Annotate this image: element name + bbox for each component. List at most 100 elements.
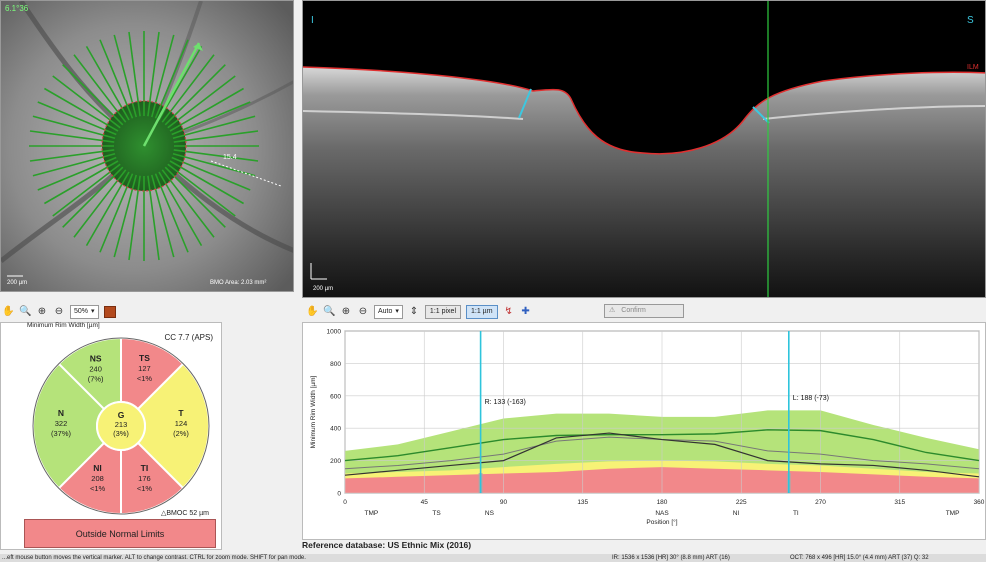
radial-scan-lines xyxy=(29,31,259,261)
x-tick-label: 360 xyxy=(974,499,985,506)
oct-toolbar: ✋ 🔍 ⊕ ⊖ Auto ▾ ⇕ 1:1 pixel 1:1 µm ↯ ✚ xyxy=(306,304,532,320)
sector-global[interactable] xyxy=(96,401,146,451)
sector-axis-label: NAS xyxy=(655,510,669,517)
scan-ray xyxy=(167,163,236,217)
x-tick-label: 135 xyxy=(577,499,588,506)
zoom-icon[interactable]: 🔍 xyxy=(323,306,336,317)
x-tick-label: 315 xyxy=(894,499,905,506)
scan-ray xyxy=(44,160,119,205)
sector-axis-label: TMP xyxy=(946,510,960,517)
confirm-label: Confirm xyxy=(621,307,646,314)
sector-ts-text: <1% xyxy=(137,374,153,383)
bmo-delta-label: △BMOC 52 µm xyxy=(161,510,209,517)
zoom-in-icon[interactable]: ⊕ xyxy=(37,306,47,317)
selected-scan-line[interactable] xyxy=(142,42,201,147)
oct-zoom-value: Auto xyxy=(378,308,393,315)
zoom-out-icon[interactable]: ⊖ xyxy=(358,306,368,317)
edit-segmentation-icon[interactable]: ↯ xyxy=(504,306,513,317)
one-to-one-pixel-button[interactable]: 1:1 pixel xyxy=(424,305,461,319)
bmo-contour xyxy=(101,100,187,192)
oct-zoom-select[interactable]: Auto ▾ xyxy=(374,305,403,319)
sector-ni-text: NI xyxy=(93,463,102,473)
sector-n-text: (37%) xyxy=(51,429,72,438)
scan-ray xyxy=(29,149,115,162)
sector-n-text: 322 xyxy=(55,419,68,428)
fundus-scale-bar: 200 µm xyxy=(7,280,27,286)
ilm-line xyxy=(303,66,985,155)
scan-ray xyxy=(62,64,124,126)
confirm-button[interactable]: ⚠ Confirm xyxy=(604,304,684,318)
scan-ray xyxy=(173,149,259,162)
reference-database-label: Reference database: US Ethnic Mix (2016) xyxy=(302,540,472,550)
scan-ray xyxy=(52,75,121,129)
x-tick-label: 180 xyxy=(657,499,668,506)
sector-ts-text: 127 xyxy=(138,364,151,373)
y-tick-label: 200 xyxy=(330,458,341,465)
sector-pie-chart: NS240(7%)TS127<1%T124(2%)TI176<1%NI208<1… xyxy=(32,336,210,516)
fundus-zoom-select[interactable]: 50% ▾ xyxy=(70,305,99,319)
reference-mean-line xyxy=(344,429,980,462)
retina-tissue xyxy=(303,67,985,297)
scan-ray xyxy=(150,174,175,258)
y-tick-label: 800 xyxy=(330,361,341,368)
y-tick-label: 400 xyxy=(330,426,341,433)
bmo-marker-right xyxy=(752,106,770,124)
scan-ray xyxy=(169,160,244,205)
oct-bscan-image: I S ILM 200 µm xyxy=(303,1,985,297)
rim-width-graph[interactable]: 0 200 400 600 800 1000 0 45 90 135 180 225 270 315 360… xyxy=(303,323,986,541)
scan-ray xyxy=(32,152,116,177)
fundus-toolbar: ✋ 🔍 ⊕ ⊖ 50% ▾ xyxy=(2,304,116,320)
y-tick-label: 600 xyxy=(330,393,341,400)
x-tick-label: 90 xyxy=(500,499,508,506)
x-axis-label: Position [°] xyxy=(646,518,677,526)
sector-global-text: 213 xyxy=(115,420,128,429)
sector-t-text: T xyxy=(178,408,184,418)
fundus-image: 6.1°36 15.4 200 µm BMO Area: 2.03 mm² xyxy=(1,1,293,291)
sector-axis-label: NS xyxy=(485,510,495,517)
x-tick-label: 225 xyxy=(736,499,747,506)
one-to-one-um-button[interactable]: 1:1 µm xyxy=(466,305,498,319)
y-tick-label: 1000 xyxy=(327,329,342,336)
rim-width-graph-panel[interactable]: 0 200 400 600 800 1000 0 45 90 135 180 225 270 315 360… xyxy=(302,322,986,540)
x-tick-label: 270 xyxy=(815,499,826,506)
zoom-out-icon[interactable]: ⊖ xyxy=(54,306,64,317)
sector-ni-text: <1% xyxy=(90,484,106,493)
bmo-marker-left xyxy=(518,88,532,119)
scan-ray xyxy=(171,101,251,136)
chevron-down-icon: ▾ xyxy=(91,308,95,315)
sector-t-text: (2%) xyxy=(173,429,189,438)
zoom-icon[interactable]: 🔍 xyxy=(19,306,32,317)
scan-ray xyxy=(172,115,256,140)
rim-width-panel: Minimum Rim Width [µm] CC 7.7 (APS) NS 24… xyxy=(0,322,222,550)
scan-ray xyxy=(128,175,141,261)
oct-right-label: S xyxy=(967,15,974,26)
zoom-in-icon[interactable]: ⊕ xyxy=(341,306,351,317)
pan-hand-icon[interactable]: ✋ xyxy=(306,306,319,317)
measured-line xyxy=(344,432,980,478)
sector-t-text: 124 xyxy=(175,419,188,428)
sector-ns-text: 240 xyxy=(89,365,102,374)
fundus-corner-label: 6.1°36 xyxy=(5,4,29,13)
scan-ray xyxy=(169,87,244,132)
delta-icon: △ xyxy=(161,510,167,517)
color-map-icon[interactable] xyxy=(103,306,116,318)
y-axis-label: Minimum Rim Width [µm] xyxy=(310,375,317,448)
warning-icon: ⚠ xyxy=(609,307,616,314)
add-marker-icon[interactable]: ✚ xyxy=(521,306,530,317)
marker-label: R: 133 (-163) xyxy=(485,399,526,406)
sector-ti-text: <1% xyxy=(137,484,153,493)
x-tick-label: 0 xyxy=(343,499,347,506)
oct-bscan-view[interactable]: I S ILM 200 µm xyxy=(302,0,986,298)
sector-axis-label: NI xyxy=(733,510,740,517)
scan-ray xyxy=(150,34,175,118)
pan-hand-icon[interactable]: ✋ xyxy=(2,306,15,317)
scan-ray xyxy=(154,173,189,253)
fundus-image-view[interactable]: 6.1°36 15.4 200 µm BMO Area: 2.03 mm² xyxy=(0,0,294,292)
sector-n-text: N xyxy=(58,408,64,418)
sector-global-text: (3%) xyxy=(113,429,129,438)
scan-ray xyxy=(85,171,130,246)
scan-ray xyxy=(164,64,226,126)
sector-ns-text: (7%) xyxy=(88,375,104,384)
sector-axis-label: TMP xyxy=(365,510,379,517)
fit-height-icon[interactable]: ⇕ xyxy=(409,306,419,317)
